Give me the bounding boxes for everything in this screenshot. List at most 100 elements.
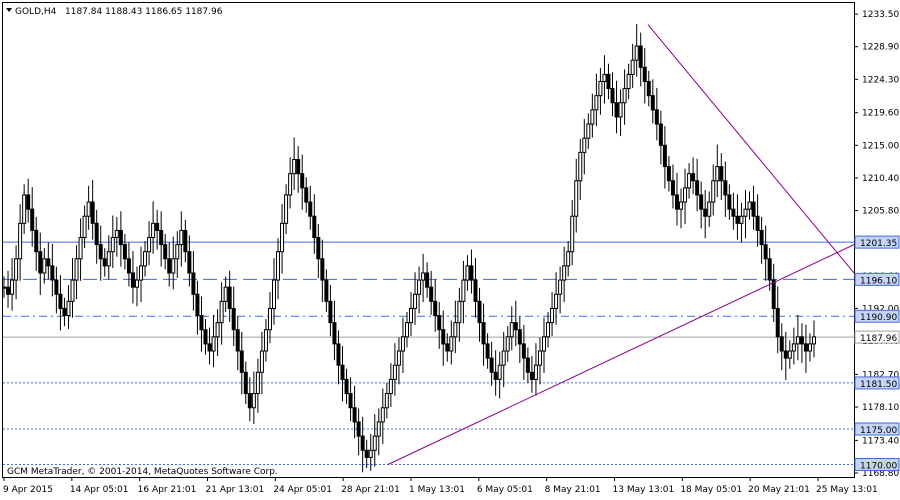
candle-body: [267, 307, 272, 331]
candle-body: [630, 59, 635, 75]
candle-body: [497, 364, 502, 380]
candle-body: [449, 336, 454, 352]
candle-body: [183, 229, 188, 253]
candle-body: [243, 371, 248, 395]
copyright-text: GCM MetaTrader, © 2001-2014, MetaQuotes …: [7, 467, 278, 477]
price-line-label: 1201.35: [860, 239, 897, 249]
candle-body: [134, 279, 139, 288]
x-tick-label: 1 May 13:01: [409, 485, 465, 495]
candle-body: [42, 258, 47, 274]
x-tick-label: 8 May 21:01: [545, 485, 601, 495]
candle-body: [340, 364, 345, 380]
candle-body: [646, 80, 651, 97]
candle-body: [525, 357, 530, 373]
candle-body: [747, 201, 752, 210]
x-tick-label: 24 Apr 05:01: [273, 485, 332, 495]
candle-body: [759, 229, 764, 246]
candle-body: [215, 322, 220, 338]
candle-body: [453, 322, 458, 338]
candle-body: [78, 237, 83, 260]
candle-body: [139, 265, 144, 281]
candle-body: [695, 180, 700, 196]
candle-body: [481, 322, 486, 345]
candle-body: [26, 194, 31, 210]
candle-body: [155, 222, 160, 231]
candle-body: [231, 307, 236, 331]
price-line-label-box: [854, 422, 900, 436]
y-tick-label: 1224.30: [862, 75, 899, 85]
candle-body: [739, 215, 744, 224]
trendlines: [387, 24, 855, 465]
candle-body: [356, 421, 361, 437]
candle-body: [433, 300, 438, 317]
candle-body: [2, 286, 6, 289]
x-tick-label: 16 Apr 21:01: [138, 485, 197, 495]
candle-body: [795, 336, 800, 345]
candle-body: [465, 265, 470, 281]
candle-body: [719, 166, 724, 182]
candle-body: [425, 272, 430, 288]
candle-body: [187, 251, 192, 274]
dropdown-triangle-icon[interactable]: [6, 8, 12, 12]
candle-body: [380, 407, 385, 423]
candle-body: [638, 45, 643, 68]
candle-body: [743, 208, 748, 217]
candle-body: [650, 95, 655, 111]
candle-body: [114, 229, 119, 239]
candle-body: [437, 315, 442, 331]
candle-body: [537, 350, 542, 366]
candle-body: [38, 251, 43, 274]
candle-body: [239, 350, 244, 373]
candle-body: [417, 279, 422, 295]
symbol-label: GOLD,H4: [15, 7, 57, 17]
candle-body: [360, 435, 365, 451]
candle-body: [578, 151, 583, 182]
candle-body: [171, 258, 176, 274]
x-tick-label: 14 Apr 05:01: [70, 485, 129, 495]
candle-body: [247, 393, 252, 409]
candle-body: [191, 272, 196, 295]
candle-body: [6, 286, 11, 295]
candle-body: [517, 329, 522, 345]
candle-body: [227, 286, 232, 309]
candle-body: [316, 237, 321, 260]
trendline-support[interactable]: [387, 244, 855, 465]
candle-body: [235, 329, 240, 352]
candle-body: [332, 322, 337, 345]
candle-body: [513, 322, 518, 331]
price-line-label: 1175.00: [860, 426, 897, 436]
candle-body: [392, 364, 397, 380]
candle-body: [288, 173, 293, 196]
candle-body: [566, 251, 571, 267]
candle-body: [292, 158, 297, 175]
candle-body: [791, 343, 796, 352]
candle-body: [493, 371, 498, 380]
candle-body: [477, 300, 482, 324]
price-line-label-box: [854, 235, 900, 249]
candle-body: [691, 173, 696, 182]
candle-body: [296, 158, 301, 175]
candle-body: [163, 244, 168, 260]
candle-body: [368, 449, 373, 458]
candle-body: [602, 73, 607, 82]
x-tick-label: 9 Apr 2015: [3, 485, 53, 495]
candle-body: [82, 215, 87, 239]
price-line-label-box: [854, 309, 900, 323]
candle-body: [787, 350, 792, 359]
candle-body: [727, 194, 732, 210]
candle-body: [276, 251, 281, 281]
candle-body: [280, 222, 285, 253]
candle-body: [223, 286, 228, 302]
candle-body: [723, 180, 728, 196]
price-line-label: 1181.50: [860, 380, 897, 390]
y-tick-label: 1215.00: [862, 141, 899, 151]
candle-body: [300, 173, 305, 189]
price-line-label-box: [854, 376, 900, 390]
candle-body: [679, 201, 684, 210]
trendline-resistance[interactable]: [647, 24, 855, 274]
candle-body: [469, 265, 474, 281]
candle-body: [687, 173, 692, 189]
candle-body: [783, 350, 788, 359]
plot-area[interactable]: [2, 2, 855, 478]
